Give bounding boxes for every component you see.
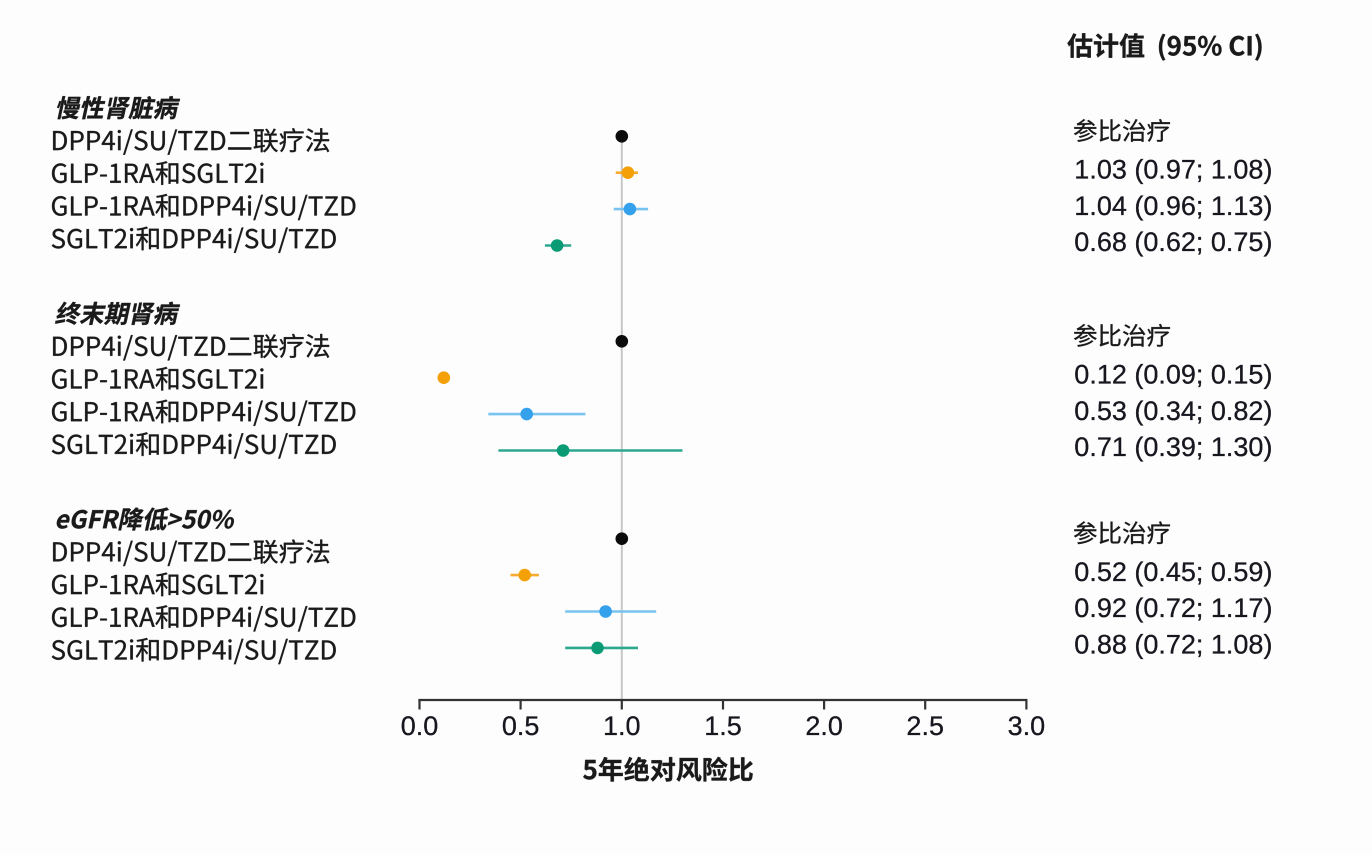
svg-text:0.88 (0.72; 1.08): 0.88 (0.72; 1.08) [1074,630,1272,660]
svg-text:2.0: 2.0 [805,711,843,741]
svg-text:0.0: 0.0 [401,711,439,741]
svg-text:3.0: 3.0 [1008,711,1046,741]
svg-text:0.12 (0.09; 0.15): 0.12 (0.09; 0.15) [1074,359,1272,389]
svg-text:0.53 (0.34; 0.82): 0.53 (0.34; 0.82) [1074,396,1272,426]
svg-text:0.52 (0.45; 0.59): 0.52 (0.45; 0.59) [1074,557,1272,587]
svg-text:0.92 (0.72; 1.17): 0.92 (0.72; 1.17) [1074,593,1272,623]
svg-text:1.5: 1.5 [704,711,742,741]
svg-text:0.5: 0.5 [502,711,540,741]
svg-text:1.0: 1.0 [603,711,641,741]
svg-text:2.5: 2.5 [906,711,944,741]
svg-text:0.71 (0.39; 1.30): 0.71 (0.39; 1.30) [1074,432,1272,462]
svg-text:1.04 (0.96; 1.13): 1.04 (0.96; 1.13) [1074,191,1272,221]
svg-text:1.03 (0.97; 1.08): 1.03 (0.97; 1.08) [1074,154,1272,184]
svg-text:0.68 (0.62; 0.75): 0.68 (0.62; 0.75) [1074,227,1272,257]
